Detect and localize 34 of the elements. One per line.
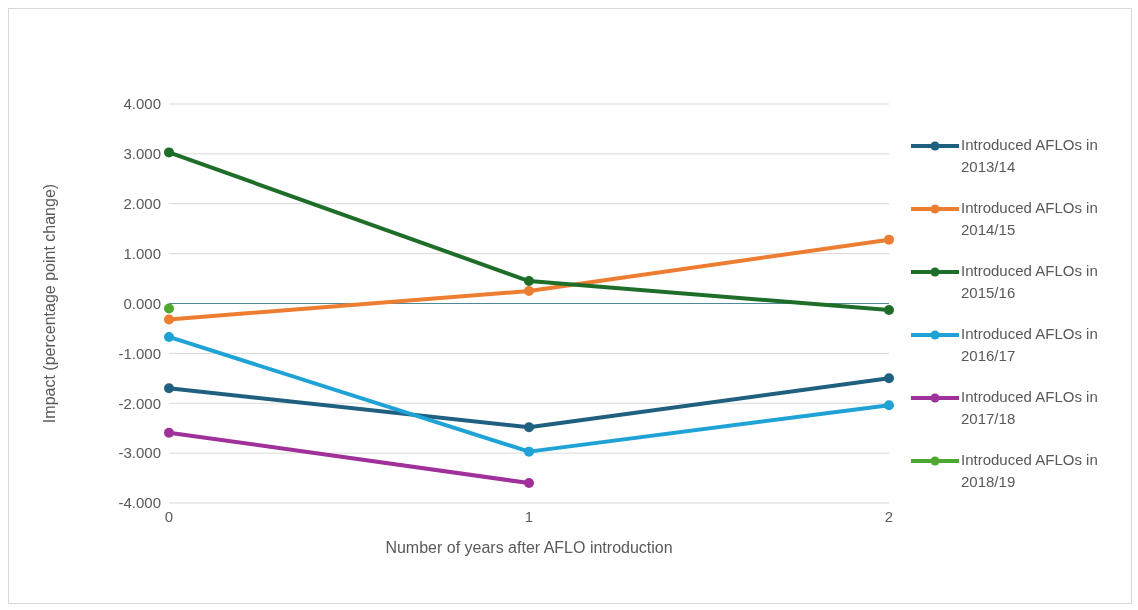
point <box>884 400 894 411</box>
point <box>164 147 174 158</box>
x-tick-label: 0 <box>164 507 174 525</box>
y-tick-label: 3.000 <box>123 145 161 163</box>
x-tick-label: 2 <box>884 507 894 525</box>
y-tick-label: -4.000 <box>118 494 161 512</box>
legend-label: Introduced AFLOs in 2015/16 <box>961 261 1099 303</box>
point <box>524 478 534 489</box>
legend-label: Introduced AFLOs in 2017/18 <box>961 387 1099 429</box>
legend-label: Introduced AFLOs in 2014/15 <box>961 198 1099 240</box>
point <box>524 422 534 433</box>
y-tick-label: 2.000 <box>123 195 161 213</box>
legend-label: Introduced AFLOs in 2018/19 <box>961 450 1099 492</box>
y-tick-label: -2.000 <box>118 394 161 412</box>
point <box>524 286 534 297</box>
point <box>164 383 174 394</box>
y-tick-label: -3.000 <box>118 444 161 462</box>
point <box>164 314 174 325</box>
point <box>524 446 534 457</box>
point <box>884 234 894 245</box>
point <box>524 276 534 287</box>
point <box>164 427 174 438</box>
y-axis-title: Impact (percentage point change) <box>40 183 58 424</box>
point <box>164 331 174 342</box>
legend-label: Introduced AFLOs in 2016/17 <box>961 324 1099 366</box>
y-tick-label: 0.000 <box>123 294 161 312</box>
point <box>884 304 894 315</box>
x-tick-label: 1 <box>524 507 534 525</box>
y-tick-label: 4.000 <box>123 95 161 113</box>
y-tick-label: 1.000 <box>123 244 161 262</box>
legend-label: Introduced AFLOs in 2013/14 <box>961 135 1099 177</box>
point <box>884 373 894 384</box>
y-tick-label: -1.000 <box>118 344 161 362</box>
x-axis-title: Number of years after AFLO introduction <box>385 539 673 556</box>
